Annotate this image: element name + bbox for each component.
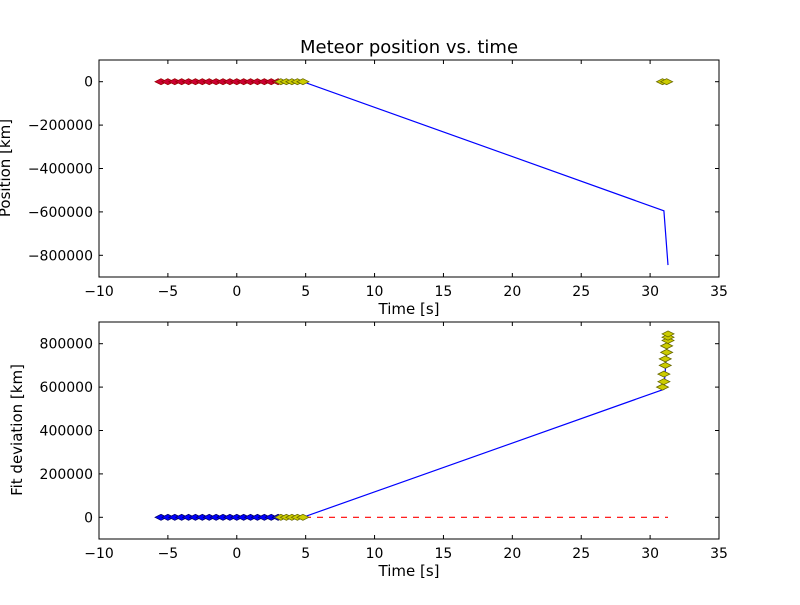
x-tick-label: 20: [503, 284, 521, 300]
x-tick-label: −10: [84, 284, 114, 300]
data-point: [659, 348, 674, 356]
x-tick-label: 10: [366, 284, 384, 300]
x-tick-label: −10: [84, 546, 114, 562]
data-point: [658, 355, 673, 363]
axes-frame: [98, 321, 720, 540]
x-tick-label: 15: [435, 546, 453, 562]
y-axis-label: Position [km]: [0, 119, 14, 217]
series-line-0: [161, 333, 669, 518]
y-tick-label: 0: [84, 510, 93, 526]
data-point: [659, 78, 674, 86]
series-line-0: [161, 81, 669, 266]
y-tick-label: −800000: [28, 248, 93, 264]
data-point: [296, 78, 310, 86]
x-tick-label: 30: [641, 284, 659, 300]
x-tick-label: 30: [641, 546, 659, 562]
x-tick-label: 5: [301, 546, 310, 562]
position-panel: Meteor position vs. time Time [s] Positi…: [0, 37, 728, 318]
y-tick-label: 400000: [40, 424, 93, 440]
y-axis-label: Fit deviation [km]: [8, 364, 26, 496]
data-point: [656, 370, 671, 378]
x-tick-label: 0: [232, 546, 241, 562]
data-point: [655, 383, 670, 391]
chart-title: Meteor position vs. time: [300, 37, 518, 58]
deviation-panel: Time [s] Fit deviation [km] −10 −5 0 5 10 15 2…: [8, 321, 728, 580]
y-tick-label: 0: [84, 75, 93, 91]
data-point: [659, 342, 674, 350]
y-tick-label: 600000: [40, 380, 93, 396]
y-tick-label: −600000: [28, 205, 93, 221]
x-axis-label: Time [s]: [378, 562, 440, 580]
axes-frame: [98, 59, 720, 278]
x-tick-label: 35: [710, 546, 728, 562]
x-tick-label: 0: [232, 284, 241, 300]
y-tick-label: 200000: [40, 467, 93, 483]
data-point: [661, 330, 675, 338]
x-tick-label: 25: [572, 546, 590, 562]
y-tick-label: −200000: [28, 118, 93, 134]
x-tick-label: 20: [503, 546, 521, 562]
x-tick-label: −5: [158, 546, 179, 562]
x-tick-label: −5: [158, 284, 179, 300]
x-tick-label: 35: [710, 284, 728, 300]
x-tick-label: 5: [301, 284, 310, 300]
x-tick-label: 25: [572, 284, 590, 300]
data-point: [296, 513, 310, 521]
data-point: [658, 361, 673, 369]
y-tick-label: −400000: [28, 162, 93, 178]
plot-area: [154, 78, 674, 266]
x-tick-label: 15: [435, 284, 453, 300]
plot-area: [154, 330, 675, 521]
x-tick-label: 10: [366, 546, 384, 562]
y-tick-label: 800000: [40, 337, 93, 353]
x-axis-label: Time [s]: [378, 300, 440, 318]
data-point: [656, 378, 671, 386]
